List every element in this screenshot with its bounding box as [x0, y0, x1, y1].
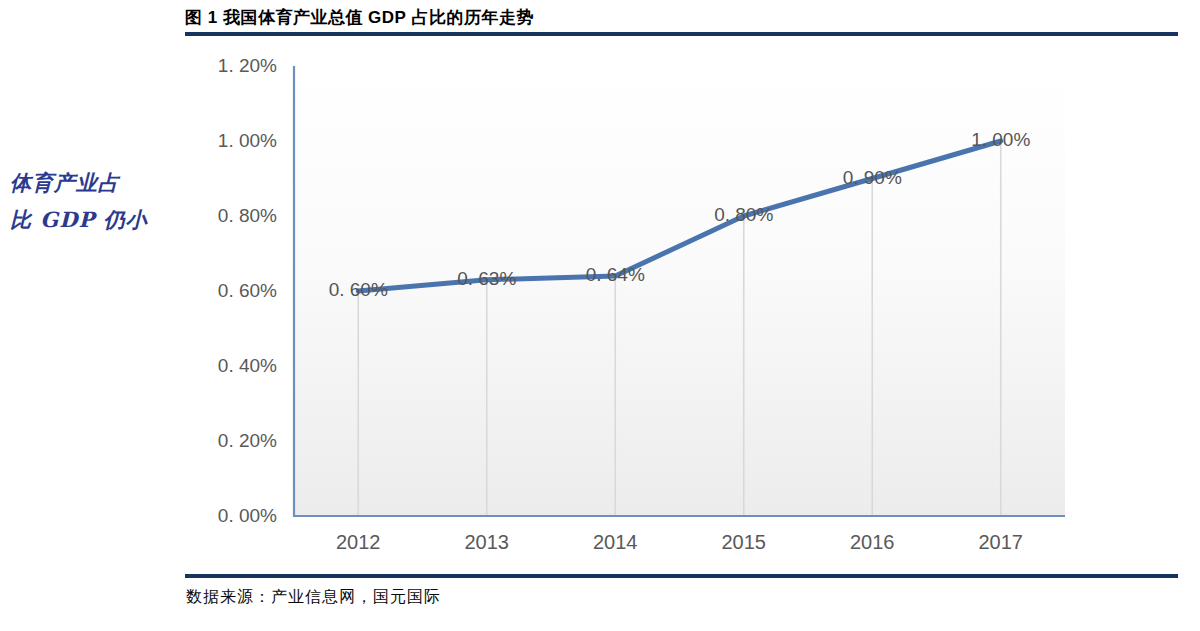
- margin-note-line2: 比 GDP 仍小: [10, 201, 182, 238]
- report-page: 图 1 我国体育产业总值 GDP 占比的历年走势 体育产业占 比 GDP 仍小 …: [0, 0, 1200, 631]
- plot-area-background: [294, 66, 1065, 516]
- x-axis-tick-label: 2013: [465, 531, 510, 554]
- margin-note-line1: 体育产业占: [10, 164, 182, 201]
- y-axis-tick-label: 0. 80%: [188, 205, 277, 227]
- margin-note: 体育产业占 比 GDP 仍小: [10, 164, 182, 238]
- data-point-label: 0. 90%: [843, 167, 902, 189]
- data-source-note: 数据来源：产业信息网，国元国际: [186, 587, 441, 608]
- data-point-label: 0. 64%: [586, 264, 645, 286]
- y-axis-tick-label: 0. 60%: [188, 280, 277, 302]
- y-axis-tick-label: 1. 20%: [188, 55, 277, 77]
- figure-title: 图 1 我国体育产业总值 GDP 占比的历年走势: [185, 6, 1178, 29]
- x-axis-tick-label: 2014: [593, 531, 638, 554]
- top-divider-rule: [185, 32, 1178, 36]
- data-point-label: 1. 00%: [971, 129, 1030, 151]
- x-axis-tick-label: 2015: [722, 531, 767, 554]
- y-axis-tick-label: 0. 00%: [188, 505, 277, 527]
- x-axis-tick-label: 2016: [850, 531, 895, 554]
- bottom-divider-rule: [185, 574, 1178, 578]
- data-point-label: 0. 60%: [329, 279, 388, 301]
- x-axis-tick-label: 2017: [979, 531, 1024, 554]
- y-axis-tick-label: 0. 20%: [188, 430, 277, 452]
- y-axis-tick-label: 1. 00%: [188, 130, 277, 152]
- y-axis-tick-label: 0. 40%: [188, 355, 277, 377]
- data-point-label: 0. 63%: [457, 268, 516, 290]
- data-point-label: 0. 80%: [714, 204, 773, 226]
- x-axis-tick-label: 2012: [336, 531, 381, 554]
